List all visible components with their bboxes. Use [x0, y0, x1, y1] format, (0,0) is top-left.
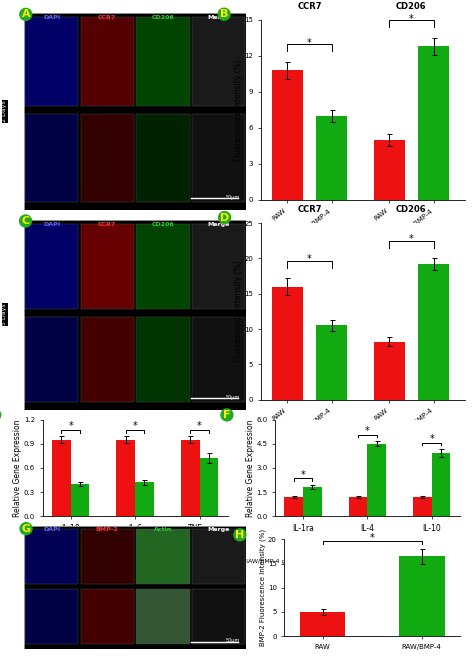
FancyBboxPatch shape — [136, 113, 190, 202]
Text: CD206: CD206 — [152, 222, 174, 226]
Bar — [117, 440, 135, 516]
Text: RAW/BMP-4: RAW/BMP-4 — [17, 348, 22, 376]
FancyBboxPatch shape — [192, 17, 246, 106]
Text: 2 Days: 2 Days — [2, 101, 7, 122]
Text: 50μm: 50μm — [226, 195, 240, 200]
Text: B: B — [220, 9, 228, 19]
Text: RAW/BMP-4: RAW/BMP-4 — [17, 147, 22, 174]
Text: Actin: Actin — [154, 527, 172, 532]
Bar — [413, 497, 432, 516]
Text: *: * — [370, 533, 374, 543]
Text: A: A — [21, 9, 30, 19]
FancyBboxPatch shape — [81, 224, 134, 309]
Bar — [272, 71, 303, 200]
Bar — [367, 444, 386, 516]
FancyBboxPatch shape — [25, 17, 78, 106]
FancyBboxPatch shape — [25, 529, 78, 584]
Text: CD206: CD206 — [396, 2, 427, 11]
Y-axis label: BMP-2 Fluorescence Intensity (%): BMP-2 Fluorescence Intensity (%) — [260, 529, 266, 646]
Text: *: * — [409, 234, 414, 244]
Text: *: * — [307, 37, 312, 47]
Text: *: * — [133, 421, 137, 431]
Bar — [181, 440, 200, 516]
FancyBboxPatch shape — [136, 589, 190, 645]
Text: CD206: CD206 — [396, 205, 427, 214]
FancyBboxPatch shape — [81, 316, 134, 402]
FancyBboxPatch shape — [136, 224, 190, 309]
Text: CCR7: CCR7 — [98, 222, 117, 226]
FancyBboxPatch shape — [25, 224, 78, 309]
Bar — [71, 484, 89, 516]
Bar — [135, 482, 154, 516]
Text: DAPI: DAPI — [43, 222, 60, 226]
Bar — [300, 612, 346, 636]
Text: RAW/BMP-4: RAW/BMP-4 — [17, 605, 22, 633]
Bar — [272, 286, 303, 400]
Text: CCR7: CCR7 — [297, 2, 322, 11]
Text: F: F — [223, 410, 231, 420]
FancyBboxPatch shape — [136, 17, 190, 106]
Text: *: * — [365, 426, 370, 436]
Text: DAPI: DAPI — [43, 527, 60, 532]
Bar — [200, 458, 218, 516]
Bar — [399, 556, 445, 636]
Y-axis label: Relative Gene Expression: Relative Gene Expression — [13, 419, 22, 517]
Text: Merge: Merge — [208, 222, 230, 226]
FancyBboxPatch shape — [136, 529, 190, 584]
Bar — [418, 264, 449, 400]
Bar — [316, 326, 347, 400]
FancyBboxPatch shape — [136, 316, 190, 402]
Bar — [303, 488, 321, 516]
Bar — [374, 342, 405, 400]
FancyBboxPatch shape — [81, 113, 134, 202]
Text: CD206: CD206 — [152, 15, 174, 20]
FancyBboxPatch shape — [192, 529, 246, 584]
Bar — [374, 140, 405, 200]
FancyBboxPatch shape — [81, 17, 134, 106]
Text: 50μm: 50μm — [226, 638, 240, 643]
FancyBboxPatch shape — [25, 113, 78, 202]
Text: *: * — [307, 254, 312, 264]
Text: *: * — [197, 421, 202, 431]
Text: RAW: RAW — [17, 56, 22, 69]
Y-axis label: Relative Gene Expression: Relative Gene Expression — [246, 419, 255, 517]
Text: DAPI: DAPI — [43, 15, 60, 20]
Text: 5 Days: 5 Days — [2, 304, 7, 325]
Y-axis label: Fluorescence Intensity (%): Fluorescence Intensity (%) — [234, 59, 243, 161]
FancyBboxPatch shape — [192, 113, 246, 202]
Bar — [432, 454, 450, 516]
Text: G: G — [21, 523, 31, 533]
Text: Merge: Merge — [208, 527, 230, 532]
Text: BMP-2: BMP-2 — [96, 527, 118, 532]
FancyBboxPatch shape — [192, 589, 246, 645]
FancyBboxPatch shape — [81, 529, 134, 584]
Text: H: H — [235, 530, 245, 540]
Bar — [284, 497, 303, 516]
Text: C: C — [21, 216, 29, 226]
Text: Merge: Merge — [208, 15, 230, 20]
Bar — [316, 116, 347, 200]
Bar — [418, 47, 449, 200]
Bar — [52, 440, 71, 516]
FancyBboxPatch shape — [192, 316, 246, 402]
Text: *: * — [429, 434, 434, 444]
Legend: RAW group, RAW/BMP-4 group: RAW group, RAW/BMP-4 group — [172, 555, 302, 566]
Text: *: * — [409, 13, 414, 23]
Text: 50μm: 50μm — [226, 395, 240, 400]
FancyBboxPatch shape — [81, 589, 134, 645]
Text: CCR7: CCR7 — [297, 205, 322, 214]
FancyBboxPatch shape — [192, 224, 246, 309]
Text: CCR7: CCR7 — [98, 15, 117, 20]
Text: *: * — [68, 421, 73, 431]
FancyBboxPatch shape — [25, 316, 78, 402]
Text: RAW: RAW — [17, 551, 22, 563]
Bar — [349, 497, 367, 516]
FancyBboxPatch shape — [25, 589, 78, 645]
Text: *: * — [301, 470, 305, 480]
Y-axis label: Fluorescence Intensity (%): Fluorescence Intensity (%) — [234, 260, 243, 362]
Text: D: D — [220, 212, 229, 222]
Text: RAW: RAW — [17, 261, 22, 274]
